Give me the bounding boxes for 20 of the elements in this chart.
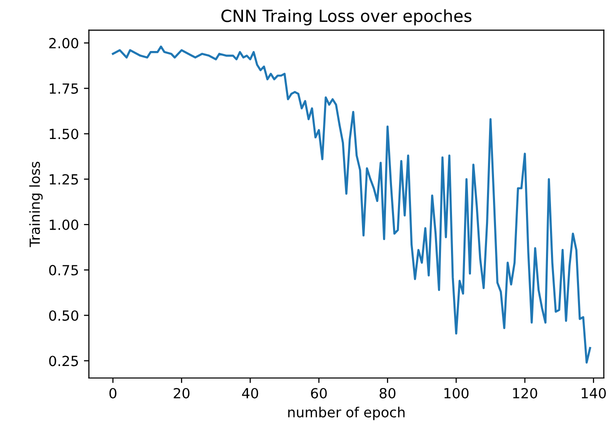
- y-tick-label: 0.25: [49, 356, 78, 366]
- x-tick-label: 80: [380, 388, 396, 398]
- x-axis-title: number of epoch: [288, 406, 405, 420]
- y-tick-label: 1.00: [50, 220, 78, 230]
- y-tick-label: 0.50: [49, 310, 78, 321]
- y-tick-label: 1.75: [50, 84, 78, 94]
- x-tick-label: 0: [109, 388, 116, 398]
- x-tick-label: 100: [444, 388, 469, 398]
- y-axis-title: Training loss: [29, 162, 43, 248]
- y-tick-label: 0.75: [49, 264, 78, 276]
- y-tick-label: 1.50: [50, 128, 78, 140]
- y-tick-label: 1.25: [50, 174, 78, 185]
- line-series: [112, 46, 592, 364]
- chart-title: CNN Traing Loss over epoches: [221, 9, 472, 26]
- x-tick-label: 40: [242, 388, 258, 398]
- x-tick-label: 20: [174, 388, 190, 398]
- y-tick-label: 2.00: [49, 38, 78, 48]
- x-tick-label: 140: [582, 388, 606, 398]
- x-tick-label: 120: [513, 388, 538, 398]
- x-tick-label: 60: [311, 388, 327, 398]
